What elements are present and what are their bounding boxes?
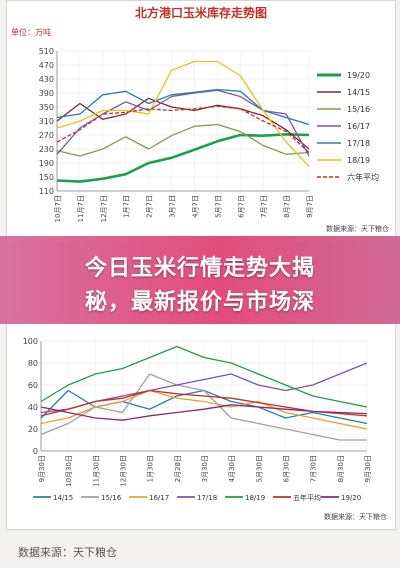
x-tick-label: 9月30日 (364, 455, 372, 482)
series-line-3 (40, 389, 368, 430)
series-line-7 (56, 105, 310, 153)
x-tick-label: 2月7日 (146, 195, 154, 218)
x-tick-label: 9月30日 (38, 455, 46, 482)
seasonal-comparison-chart: 0 20 40 60 80 100 9月30日 10月30日 11月30日 12月30日 1月30日… (23, 337, 387, 521)
legend-label: 15/16 (101, 494, 122, 502)
footer-source-text: 数据来源：天下粮仓 (18, 546, 117, 559)
series-line-1 (56, 133, 310, 183)
y-tick-label: 80 (28, 359, 38, 368)
legend-label: 19/20 (347, 71, 370, 80)
y-tick-label: 100 (23, 337, 38, 346)
y-tick-label: 20 (28, 425, 38, 434)
series-line-5 (40, 345, 368, 408)
x-tick-label: 2月28日 (174, 455, 182, 482)
x-tick-label: 7月30日 (310, 455, 318, 482)
x-tick-label: 10月7日 (54, 195, 62, 222)
y-tick-label: 40 (28, 403, 38, 412)
legend-label: 14/15 (347, 88, 370, 97)
legend-label: 18/19 (347, 156, 370, 165)
x-tick-label: 5月30日 (255, 455, 263, 482)
legend-label: 17/18 (197, 494, 217, 502)
legend-label: 17/18 (347, 139, 370, 148)
y-tick-label: 310 (39, 117, 54, 126)
top-chart-card: 北方港口玉米库存走势图单位：万吨 110 150 190 230 270 310 350 390… (6, 0, 396, 244)
series-line-3 (56, 123, 310, 157)
legend-label: 19/20 (341, 494, 361, 502)
x-tick-label: 7月7日 (260, 195, 268, 218)
x-tick-label: 6月30日 (283, 455, 291, 482)
legend-label: 五年平均 (293, 493, 321, 502)
x-tick-label: 1月7日 (123, 195, 131, 218)
chart-title: 北方港口玉米库存走势图 (135, 5, 267, 20)
y-tick-label: 470 (39, 61, 54, 70)
x-tick-label: 12月30日 (120, 455, 128, 487)
legend-label: 16/17 (149, 494, 169, 502)
x-tick-label: 1月30日 (147, 455, 155, 482)
x-tick-label: 8月7日 (283, 195, 291, 218)
y-tick-label: 60 (28, 381, 38, 390)
x-tick-label: 12月7日 (100, 195, 108, 222)
headline-line-2: 秘，最新报价与市场深 (84, 290, 315, 315)
series-line-6 (56, 60, 310, 167)
x-tick-label: 3月7日 (169, 195, 177, 218)
headline-banner: 今日玉米行情走势大揭 秘，最新报价与市场深 (0, 236, 400, 324)
headline-line-1: 今日玉米行情走势大揭 (84, 256, 315, 281)
unit-label: 单位：万吨 (11, 27, 51, 37)
series-line-5 (56, 88, 310, 126)
x-tick-label: 4月7日 (191, 195, 199, 218)
y-tick-label: 150 (39, 173, 54, 182)
x-tick-label: 9月7日 (306, 195, 314, 218)
y-tick-label: 510 (39, 47, 54, 56)
y-tick-label: 0 (33, 447, 38, 456)
x-tick-label: 10月30日 (65, 455, 73, 487)
y-tick-label: 430 (39, 75, 54, 84)
legend-label: 18/19 (245, 494, 265, 502)
source-label: 数据来源：天下粮仓 (324, 512, 387, 521)
y-tick-label: 110 (39, 187, 54, 196)
legend-label: 16/17 (347, 122, 370, 131)
x-tick-label: 6月7日 (237, 195, 245, 218)
x-tick-label: 3月30日 (201, 455, 209, 482)
series-line-4 (56, 89, 310, 157)
x-tick-label: 8月30日 (337, 455, 345, 482)
x-tick-label: 11月7日 (77, 195, 85, 222)
y-tick-label: 350 (39, 103, 54, 112)
x-tick-label: 4月30日 (228, 455, 236, 482)
source-label: 数据来源：天下粮仓 (326, 224, 389, 233)
y-tick-label: 270 (39, 131, 54, 140)
series-line-7 (40, 404, 368, 421)
legend-label: 六年平均 (347, 172, 379, 182)
x-tick-label: 11月30日 (92, 455, 100, 487)
legend-label: 15/16 (347, 105, 370, 114)
legend-label: 14/15 (53, 494, 73, 502)
bottom-chart-card: 0 20 40 60 80 100 9月30日 10月30日 11月30日 12月30日 1月30日… (6, 318, 396, 530)
series-line-2 (56, 97, 310, 150)
y-tick-label: 230 (39, 145, 54, 154)
y-tick-label: 390 (39, 89, 54, 98)
x-tick-label: 5月7日 (214, 195, 222, 218)
y-tick-label: 190 (39, 159, 54, 168)
